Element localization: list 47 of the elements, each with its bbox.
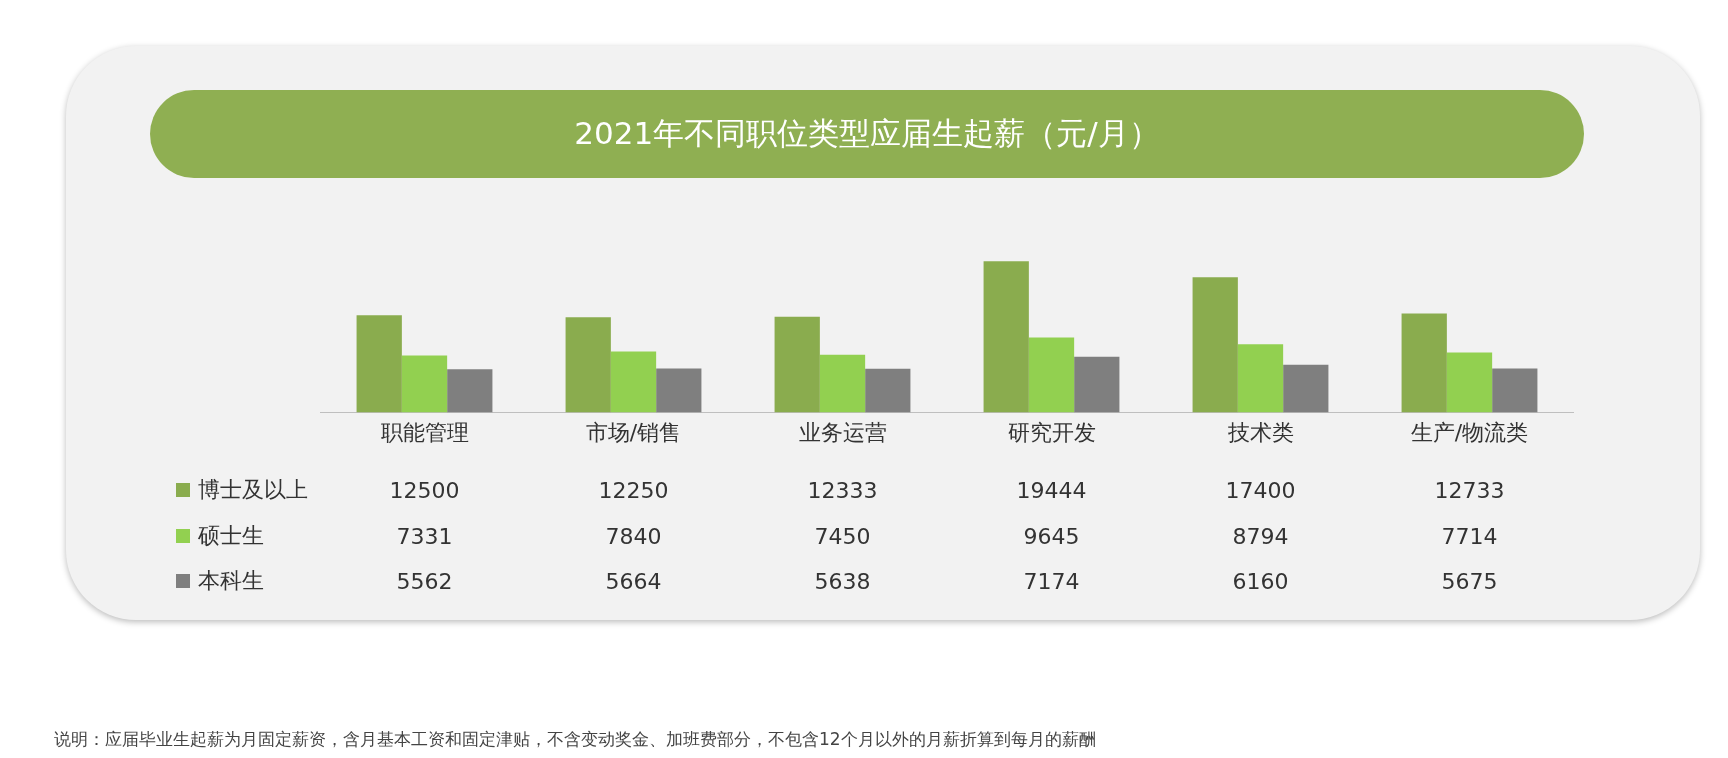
data-label: 12333 bbox=[807, 477, 878, 503]
data-label: 7331 bbox=[396, 523, 453, 549]
bar bbox=[1401, 313, 1447, 413]
bar bbox=[1446, 352, 1493, 413]
legend-label: 博士及以上 bbox=[198, 476, 308, 504]
bar bbox=[1028, 337, 1075, 413]
bar bbox=[401, 355, 448, 413]
bar bbox=[1492, 368, 1538, 413]
data-label: 5638 bbox=[814, 568, 871, 594]
bar bbox=[656, 368, 702, 413]
bar bbox=[983, 261, 1029, 413]
legend-label: 本科生 bbox=[198, 567, 264, 595]
bar bbox=[865, 368, 911, 413]
data-label: 7450 bbox=[814, 523, 871, 549]
data-label: 7174 bbox=[1023, 568, 1080, 594]
x-tick-label: 职能管理 bbox=[380, 419, 469, 445]
chart-title: 2021年不同职位类型应届生起薪（元/月） bbox=[150, 90, 1584, 178]
bar bbox=[565, 317, 611, 413]
data-label: 7714 bbox=[1441, 523, 1498, 549]
bar bbox=[1283, 364, 1329, 413]
data-label: 12250 bbox=[598, 477, 669, 503]
bar bbox=[1074, 356, 1120, 413]
bar bbox=[356, 315, 402, 413]
bar bbox=[819, 354, 866, 413]
data-label: 12733 bbox=[1434, 477, 1505, 503]
x-tick-label: 技术类 bbox=[1226, 419, 1294, 445]
x-tick-label: 研究开发 bbox=[1007, 419, 1096, 445]
bar bbox=[447, 369, 493, 413]
x-tick-label: 业务运营 bbox=[798, 419, 887, 445]
data-label: 5675 bbox=[1441, 568, 1498, 594]
data-label: 17400 bbox=[1225, 477, 1296, 503]
text: 说明：应届毕业生起薪为月固定薪资，含月基本工资和固定津贴，不含变动奖金、加班费部分，不包含12个月以外的月薪折算到每月的薪酬 bbox=[54, 728, 1096, 751]
data-label: 9645 bbox=[1023, 523, 1080, 549]
bar bbox=[774, 316, 820, 413]
bar bbox=[610, 351, 657, 413]
x-tick-label: 生产/物流类 bbox=[1410, 419, 1529, 445]
legend-label: 硕士生 bbox=[198, 522, 264, 550]
data-label: 5562 bbox=[396, 568, 453, 594]
data-label: 8794 bbox=[1232, 523, 1289, 549]
data-label: 5664 bbox=[605, 568, 662, 594]
x-tick-label: 市场/销售 bbox=[585, 419, 682, 445]
data-label: 12500 bbox=[389, 477, 460, 503]
data-label: 19444 bbox=[1016, 477, 1087, 503]
bar bbox=[1237, 344, 1284, 413]
bar bbox=[1192, 277, 1238, 413]
data-label: 7840 bbox=[605, 523, 662, 549]
data-label: 6160 bbox=[1232, 568, 1289, 594]
